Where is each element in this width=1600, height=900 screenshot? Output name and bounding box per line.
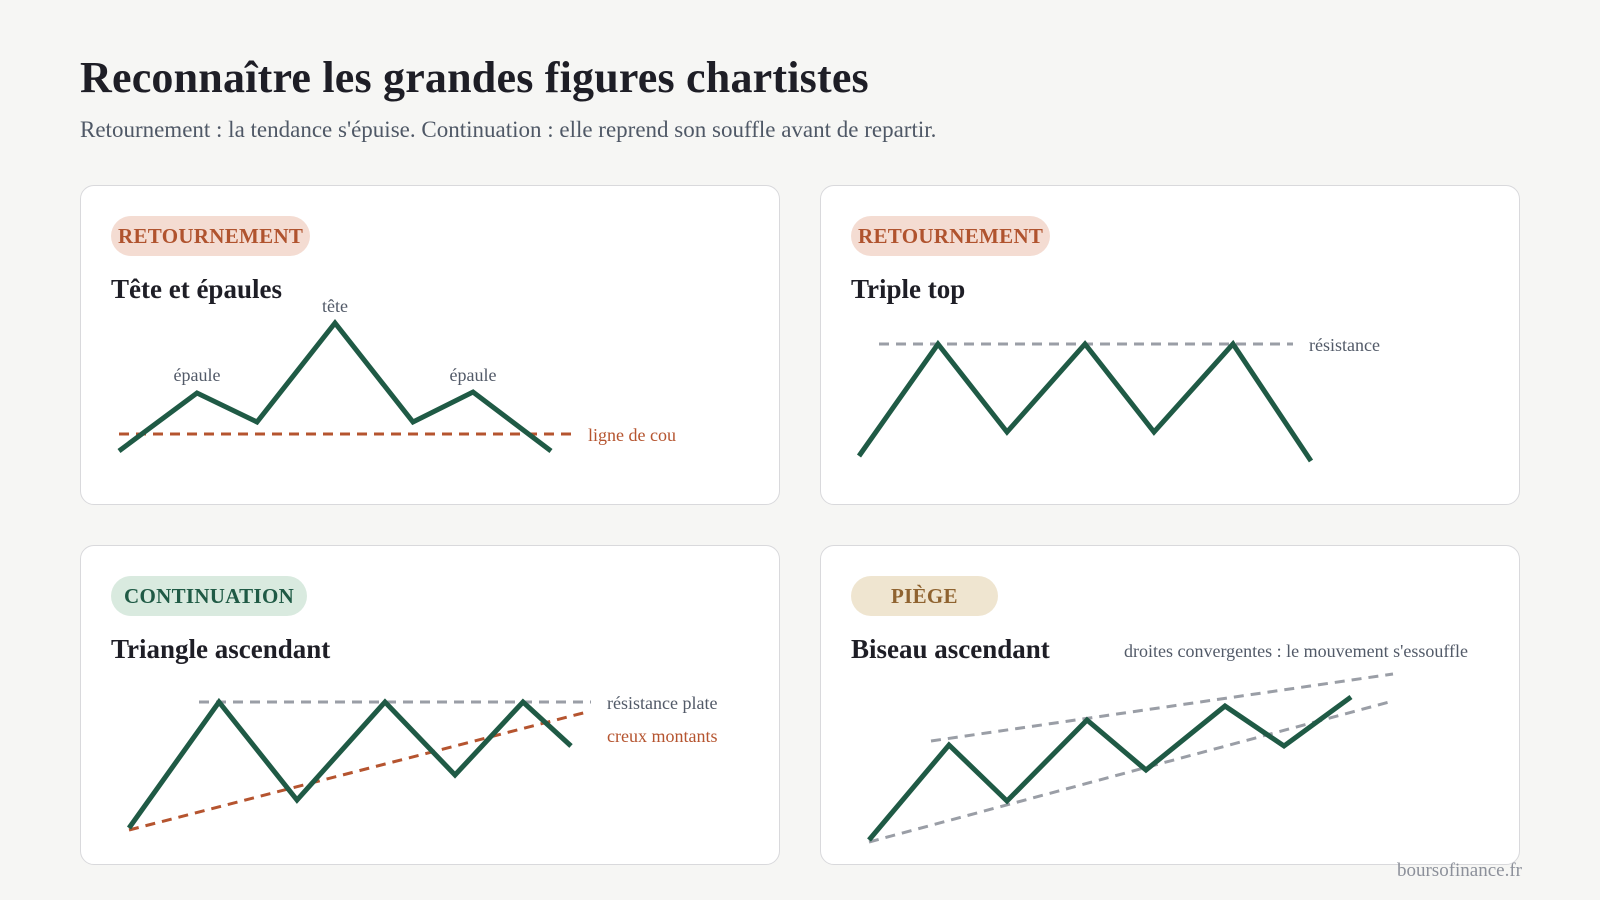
card-head-and-shoulders: RETOURNEMENT Tête et épaules épaule tête… [80, 185, 780, 505]
left-shoulder-label: épaule [174, 365, 221, 385]
price-line [856, 339, 1314, 463]
rising-lows-line [128, 710, 588, 832]
card-title: Biseau ascendant [851, 634, 1050, 664]
upper-trendline [930, 672, 1394, 743]
source-credit: boursofinance.fr [1396, 860, 1522, 881]
rising-lows-label: creux montants [607, 726, 717, 746]
head-label: tête [322, 296, 348, 316]
price-line [867, 694, 1353, 842]
price-line [126, 697, 573, 830]
lower-trendline [868, 699, 1394, 844]
card-title: Triangle ascendant [111, 634, 331, 664]
resistance-label: résistance [1309, 335, 1380, 355]
page-title: Reconnaître les grandes figures chartist… [80, 53, 869, 102]
badge-reversal: RETOURNEMENT [851, 216, 1051, 256]
triple-top-diagram: résistance [856, 335, 1380, 463]
ascending-triangle-diagram: résistance plate creux montants [126, 693, 717, 832]
card-title: Triple top [851, 274, 966, 304]
card-triple-top: RETOURNEMENT Triple top résistance [820, 185, 1520, 505]
right-shoulder-label: épaule [450, 365, 497, 385]
card-rising-wedge: PIÈGE Biseau ascendant droites convergen… [820, 545, 1520, 865]
badge-continuation: CONTINUATION [111, 576, 308, 616]
page-subtitle: Retournement : la tendance s'épuise. Con… [80, 117, 937, 142]
neckline-label: ligne de cou [588, 425, 676, 445]
flat-resistance-label: résistance plate [607, 693, 717, 713]
converging-lines-label: droites convergentes : le mouvement s'es… [1124, 641, 1468, 661]
card-title: Tête et épaules [111, 274, 282, 304]
badge-trap: PIÈGE [851, 576, 998, 616]
head-and-shoulders-diagram: épaule tête épaule ligne de cou [117, 296, 676, 454]
badge-reversal: RETOURNEMENT [111, 216, 311, 256]
rising-wedge-diagram: droites convergentes : le mouvement s'es… [867, 641, 1468, 844]
card-ascending-triangle: CONTINUATION Triangle ascendant résistan… [80, 545, 780, 865]
price-line [117, 318, 553, 454]
